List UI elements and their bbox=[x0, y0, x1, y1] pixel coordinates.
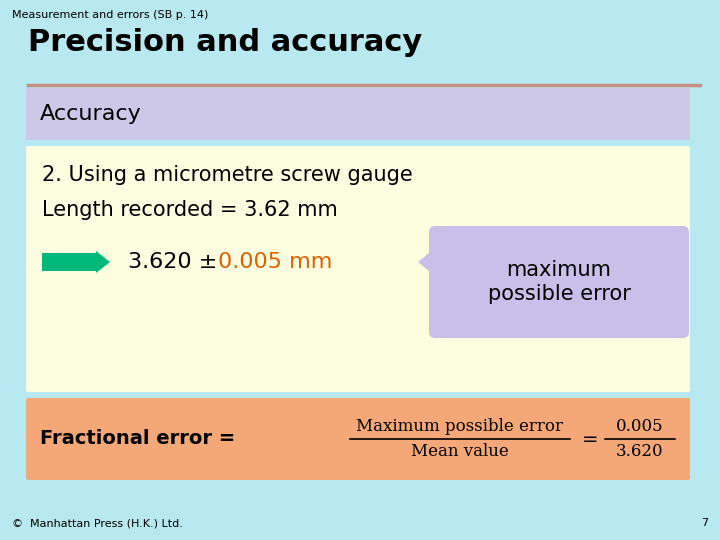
Text: =: = bbox=[582, 429, 598, 449]
FancyBboxPatch shape bbox=[429, 226, 689, 338]
FancyBboxPatch shape bbox=[26, 146, 690, 392]
Text: 0.005 mm: 0.005 mm bbox=[218, 252, 333, 272]
FancyBboxPatch shape bbox=[26, 88, 690, 140]
Polygon shape bbox=[418, 248, 435, 276]
Text: 3.620 ±: 3.620 ± bbox=[128, 252, 225, 272]
FancyArrow shape bbox=[42, 251, 110, 273]
Text: Measurement and errors (SB p. 14): Measurement and errors (SB p. 14) bbox=[12, 10, 208, 20]
Text: maximum
possible error: maximum possible error bbox=[487, 260, 631, 303]
Text: Fractional error =: Fractional error = bbox=[40, 429, 242, 449]
Text: Precision and accuracy: Precision and accuracy bbox=[28, 28, 422, 57]
FancyBboxPatch shape bbox=[26, 398, 690, 480]
Text: 0.005: 0.005 bbox=[616, 418, 664, 435]
Text: 7: 7 bbox=[701, 518, 708, 528]
Text: Length recorded = 3.62 mm: Length recorded = 3.62 mm bbox=[42, 200, 338, 220]
Text: Maximum possible error: Maximum possible error bbox=[356, 418, 564, 435]
Text: Mean value: Mean value bbox=[411, 443, 509, 460]
Text: 3.620: 3.620 bbox=[616, 443, 664, 460]
Text: ©  Manhattan Press (H.K.) Ltd.: © Manhattan Press (H.K.) Ltd. bbox=[12, 518, 183, 528]
Text: 2. Using a micrometre screw gauge: 2. Using a micrometre screw gauge bbox=[42, 165, 413, 185]
Text: Accuracy: Accuracy bbox=[40, 104, 142, 124]
